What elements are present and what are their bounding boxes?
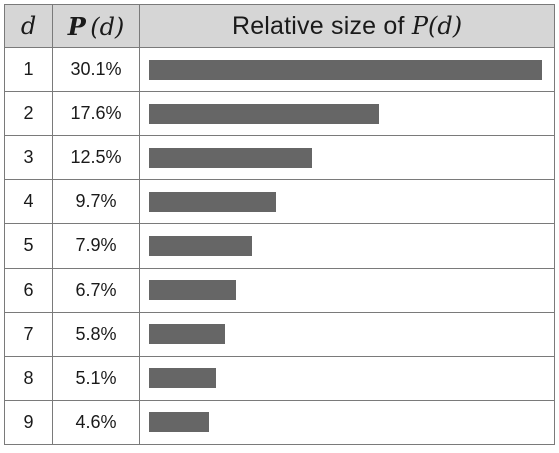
bar-6 [149,280,236,301]
bar-2 [149,103,379,124]
probability-cell: 9.7% [52,179,140,225]
table-row: 4 9.7% [4,179,555,225]
table-row: 3 12.5% [4,135,555,181]
digit-cell: 6 [4,267,53,313]
bar-cell [139,223,555,269]
header-probability: P (d) [52,4,140,48]
digit-cell: 3 [4,135,53,181]
bar-1 [149,59,542,80]
probability-cell: 17.6% [52,91,140,137]
probability-cell: 5.8% [52,311,140,357]
table-row: 2 17.6% [4,91,555,137]
probability-cell: 7.9% [52,223,140,269]
header-rel-prefix: Relative size of [231,11,412,40]
bar-7 [149,324,225,345]
digit-cell: 4 [4,179,53,225]
header-row: d P (d) Relative size of P(d) [4,4,555,48]
table-row: 5 7.9% [4,223,555,269]
table-row: 8 5.1% [4,355,555,401]
table-row: 7 5.8% [4,311,555,357]
probability-cell: 30.1% [52,46,140,93]
digit-cell: 1 [4,46,53,93]
bar-5 [149,235,252,256]
bar-cell [139,311,555,357]
table-row: 6 6.7% [4,267,555,313]
digit-cell: 8 [4,355,53,401]
bar-cell [139,179,555,225]
bar-cell [139,399,555,446]
header-rel-letter: P [411,11,428,40]
header-prob-arg: (d) [90,12,125,41]
table-row: 9 4.6% [4,399,555,446]
bar-cell [139,135,555,181]
header-rel-arg: (d) [427,11,463,40]
digit-cell: 2 [4,91,53,137]
bar-cell [139,355,555,401]
probability-cell: 4.6% [52,399,140,446]
table-body: 1 30.1% 2 17.6% 3 12.5% 4 9.7% 5 7.9% 6 … [4,46,555,446]
header-relative-size: Relative size of P(d) [139,4,555,48]
bar-9 [149,412,209,433]
probability-cell: 6.7% [52,267,140,313]
benford-table: d P (d) Relative size of P(d) 1 30.1% 2 … [4,4,555,446]
bar-4 [149,191,276,212]
digit-cell: 9 [4,399,53,446]
bar-8 [149,368,216,389]
bar-cell [139,267,555,313]
probability-cell: 12.5% [52,135,140,181]
bar-3 [149,147,312,168]
header-digit: d [4,4,53,48]
probability-cell: 5.1% [52,355,140,401]
digit-cell: 7 [4,311,53,357]
bar-cell [139,46,555,93]
header-digit-label: d [20,12,37,40]
header-prob-letter: P [67,11,86,41]
bar-cell [139,91,555,137]
table-row: 1 30.1% [4,46,555,93]
digit-cell: 5 [4,223,53,269]
